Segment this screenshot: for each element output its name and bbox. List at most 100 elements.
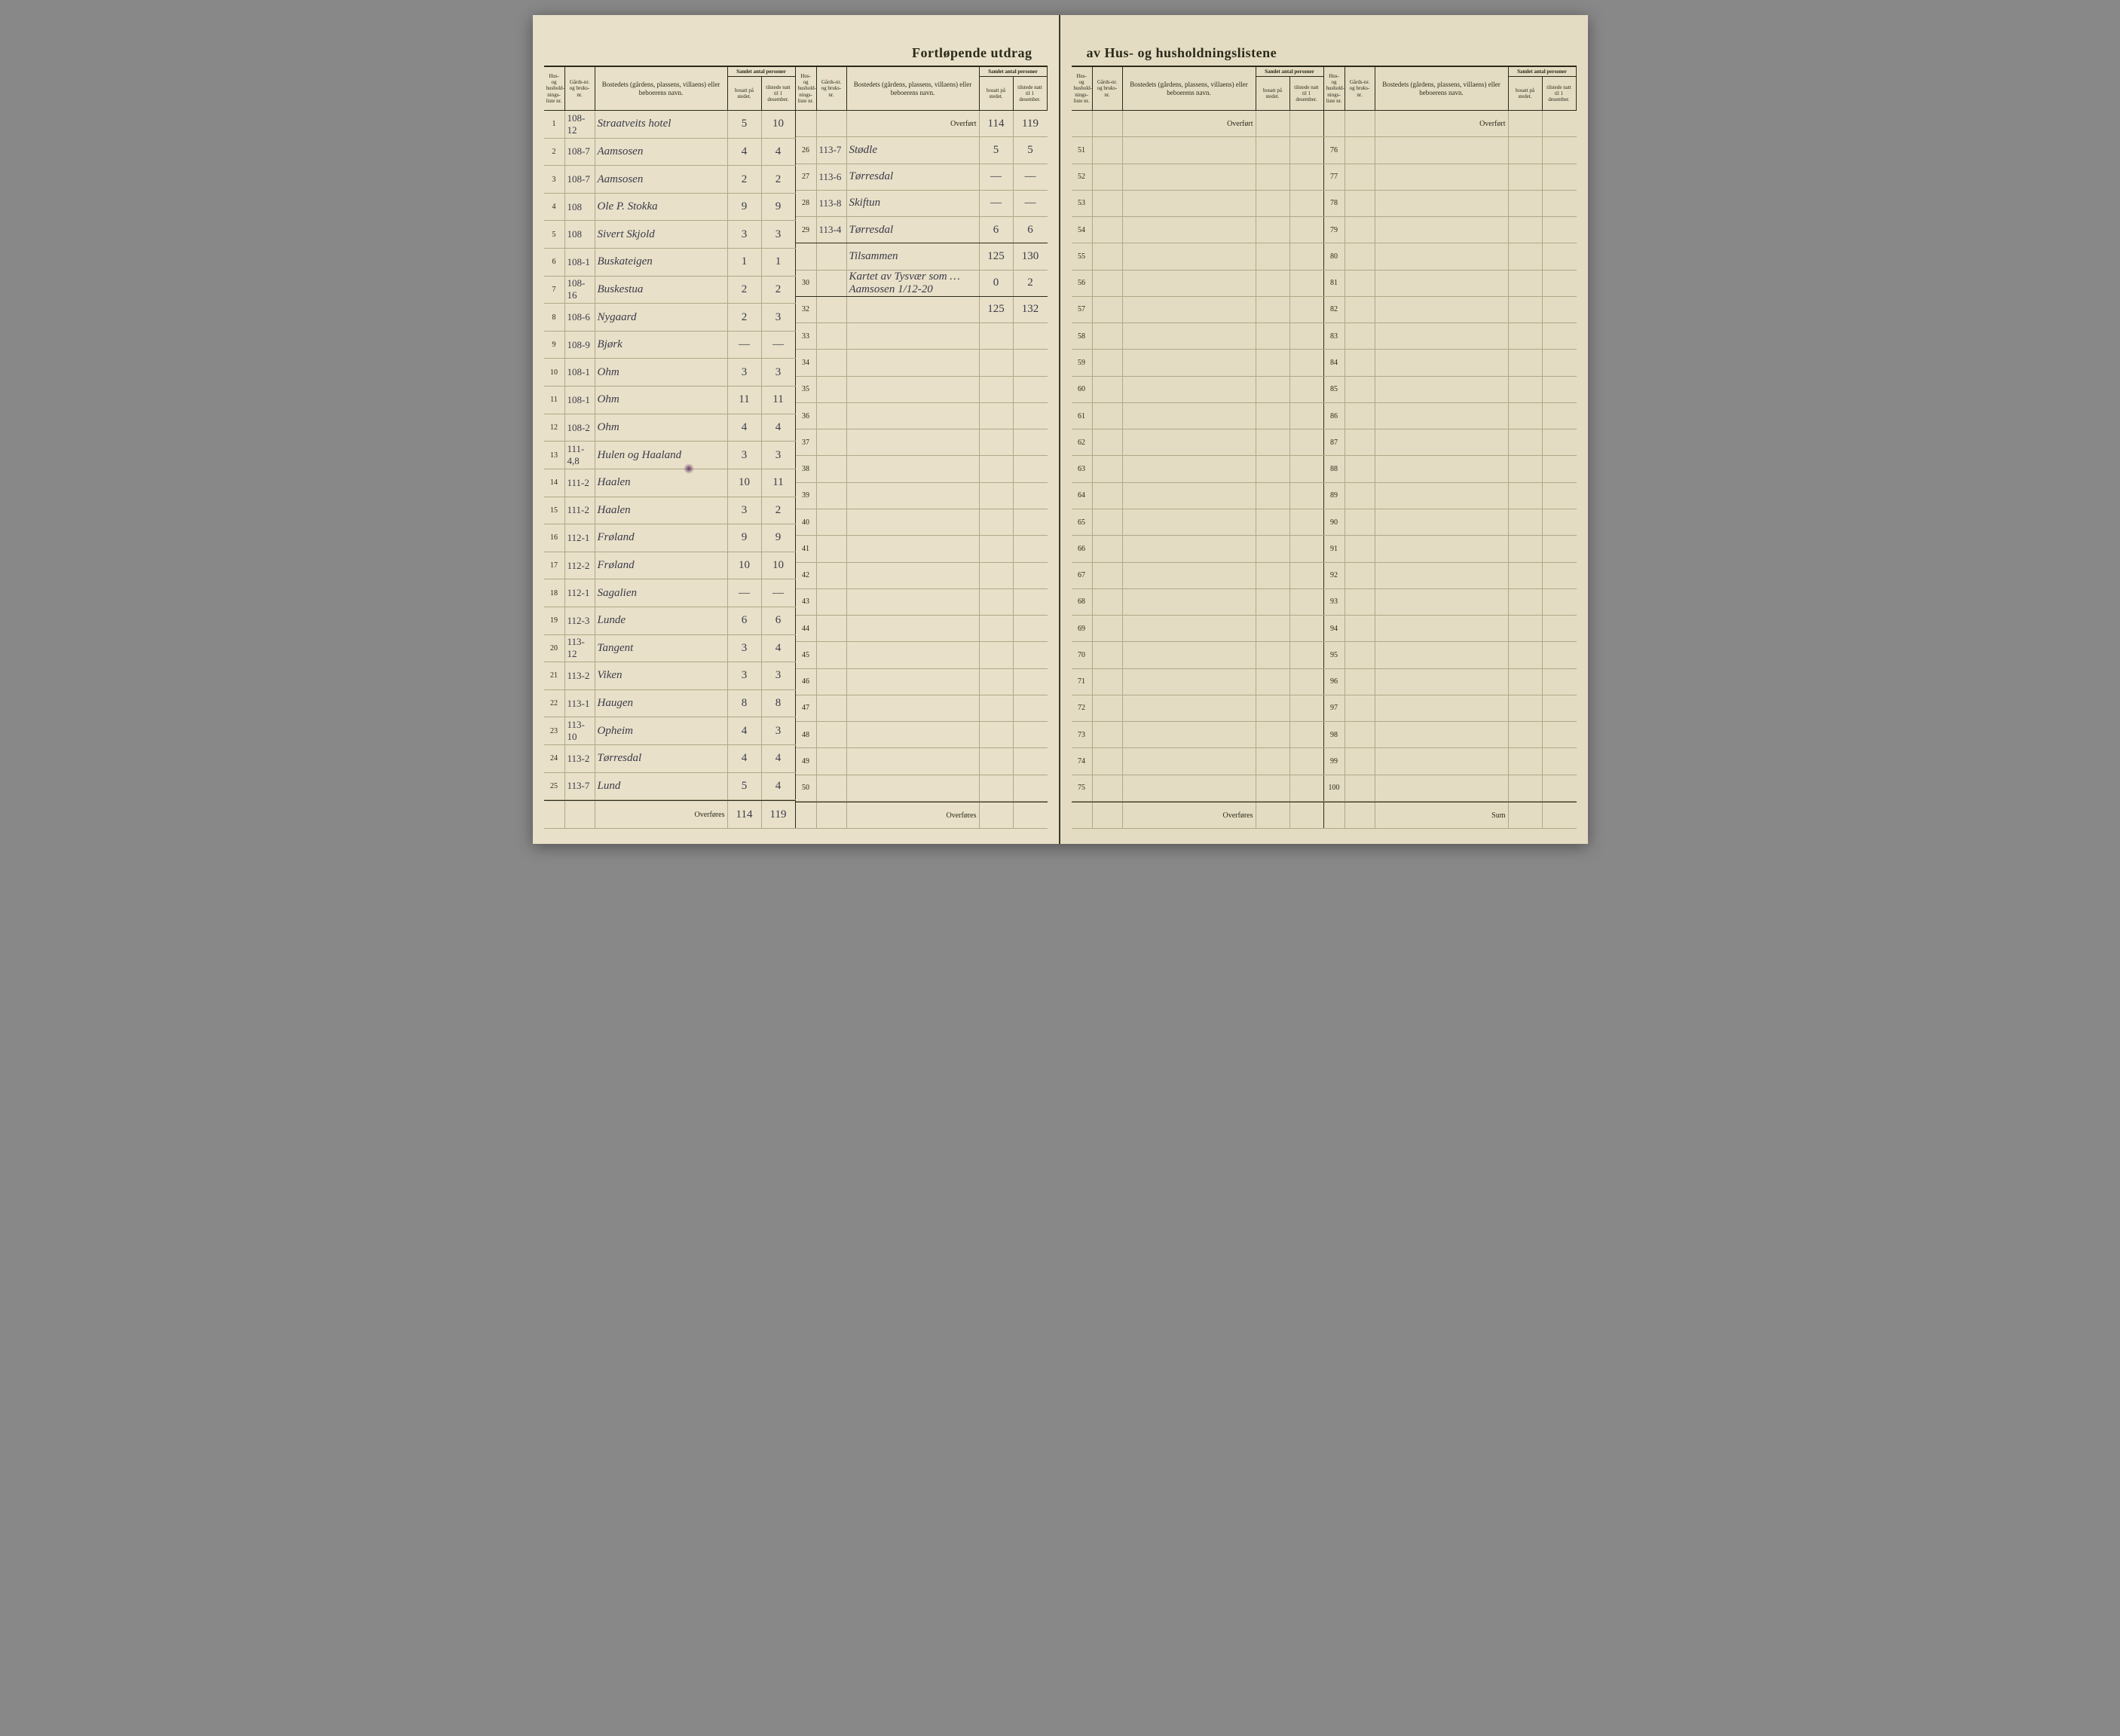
row-bosatt bbox=[1256, 191, 1290, 216]
row-gard: 111-4,8 bbox=[565, 442, 595, 469]
row-gard bbox=[1345, 350, 1375, 375]
row-bosted bbox=[1375, 137, 1509, 163]
row-nr: 94 bbox=[1324, 616, 1345, 641]
row-nr: 14 bbox=[544, 469, 565, 497]
table-row: 98 bbox=[1324, 722, 1577, 748]
row-tilstede: — bbox=[1014, 191, 1048, 216]
row-gard: 108-12 bbox=[565, 111, 595, 138]
row-bosted bbox=[1123, 722, 1256, 747]
table-row: Overført114119 bbox=[796, 111, 1048, 137]
row-tilstede: 8 bbox=[762, 690, 796, 717]
table-row: 11108-1Ohm1111 bbox=[544, 387, 796, 414]
row-nr: 30 bbox=[796, 270, 817, 296]
row-nr: 51 bbox=[1072, 137, 1093, 163]
row-bosatt bbox=[980, 563, 1014, 588]
row-bosted bbox=[1375, 270, 1509, 296]
row-tilstede bbox=[1290, 350, 1324, 375]
row-gard bbox=[1093, 536, 1123, 561]
table-row: 26113-7Stødle55 bbox=[796, 137, 1048, 164]
row-gard bbox=[1345, 563, 1375, 588]
row-bosatt: 114 bbox=[728, 801, 762, 828]
row-bosatt bbox=[1256, 748, 1290, 774]
table-row: 22113-1Haugen88 bbox=[544, 690, 796, 718]
row-nr: 86 bbox=[1324, 403, 1345, 429]
row-bosted bbox=[1375, 243, 1509, 269]
row-nr bbox=[1324, 802, 1345, 828]
row-tilstede bbox=[1014, 695, 1048, 721]
table-row: 8108-6Nygaard23 bbox=[544, 304, 796, 332]
row-bosted: Tilsammen bbox=[847, 243, 980, 269]
row-bosted bbox=[847, 563, 980, 588]
row-bosted: Buskateigen bbox=[595, 249, 728, 276]
row-bosted bbox=[1123, 563, 1256, 588]
row-bosted: Tørresdal bbox=[847, 217, 980, 243]
row-bosatt bbox=[1509, 350, 1543, 375]
table-row: 57 bbox=[1072, 297, 1324, 323]
hdr-samlet: Samlet antal personer bosatt på stedet. … bbox=[980, 67, 1048, 110]
row-bosatt bbox=[1509, 616, 1543, 641]
row-nr: 93 bbox=[1324, 589, 1345, 615]
table-row: 51 bbox=[1072, 137, 1324, 164]
row-nr: 32 bbox=[796, 297, 817, 322]
table-row: 1108-12Straatveits hotel510 bbox=[544, 111, 796, 139]
row-bosted: Stødle bbox=[847, 137, 980, 163]
row-bosatt bbox=[1256, 243, 1290, 269]
row-bosatt bbox=[1509, 403, 1543, 429]
row-bosted bbox=[1123, 775, 1256, 801]
hdr-bosatt: bosatt på stedet. bbox=[728, 77, 762, 110]
row-gard bbox=[817, 536, 847, 561]
table-row: 92 bbox=[1324, 563, 1577, 589]
row-tilstede: 132 bbox=[1014, 297, 1048, 322]
row-bosatt bbox=[1509, 589, 1543, 615]
row-tilstede: 130 bbox=[1014, 243, 1048, 269]
table-row: 50 bbox=[796, 775, 1048, 802]
table-row: 10108-1Ohm33 bbox=[544, 359, 796, 387]
row-tilstede: 3 bbox=[762, 442, 796, 469]
row-gard: 112-1 bbox=[565, 524, 595, 552]
row-bosatt: 2 bbox=[728, 277, 762, 304]
row-bosatt: 4 bbox=[728, 717, 762, 744]
row-nr: 10 bbox=[544, 359, 565, 386]
row-bosatt bbox=[1509, 217, 1543, 243]
row-tilstede bbox=[1290, 377, 1324, 402]
row-gard bbox=[817, 403, 847, 429]
table-row: 91 bbox=[1324, 536, 1577, 562]
row-bosatt bbox=[980, 403, 1014, 429]
row-gard bbox=[1093, 429, 1123, 455]
table-row: 18112-1Sagalien—— bbox=[544, 579, 796, 607]
row-gard bbox=[1093, 137, 1123, 163]
table-row: 15111-2Haalen32 bbox=[544, 497, 796, 525]
table-row: 36 bbox=[796, 403, 1048, 429]
row-bosatt: 3 bbox=[728, 442, 762, 469]
row-bosted: Tørresdal bbox=[847, 164, 980, 190]
row-bosatt bbox=[1509, 695, 1543, 721]
row-gard: 108-1 bbox=[565, 387, 595, 414]
hdr-gard: Gårds-nr. og bruks-nr. bbox=[565, 67, 595, 110]
row-bosatt: 3 bbox=[728, 497, 762, 524]
row-bosatt: 3 bbox=[728, 662, 762, 689]
row-nr: 38 bbox=[796, 456, 817, 481]
row-tilstede bbox=[1543, 775, 1577, 801]
row-bosatt bbox=[1256, 722, 1290, 747]
row-nr: 49 bbox=[796, 748, 817, 774]
row-bosatt bbox=[1256, 802, 1290, 828]
row-nr: 96 bbox=[1324, 669, 1345, 695]
row-bosted bbox=[1123, 669, 1256, 695]
ink-stain bbox=[684, 463, 694, 474]
row-nr: 91 bbox=[1324, 536, 1345, 561]
row-bosted bbox=[1375, 429, 1509, 455]
row-tilstede bbox=[1543, 217, 1577, 243]
row-gard bbox=[1345, 748, 1375, 774]
table-row: 79 bbox=[1324, 217, 1577, 243]
row-bosatt: 3 bbox=[728, 359, 762, 386]
row-bosted: Haalen bbox=[595, 469, 728, 497]
row-bosatt bbox=[1256, 297, 1290, 322]
row-gard: 108 bbox=[565, 221, 595, 248]
table-row: 84 bbox=[1324, 350, 1577, 376]
row-bosatt bbox=[1509, 429, 1543, 455]
row-tilstede bbox=[1543, 616, 1577, 641]
row-bosted bbox=[1375, 217, 1509, 243]
row-nr: 28 bbox=[796, 191, 817, 216]
table-row: 23113-10Opheim43 bbox=[544, 717, 796, 745]
row-tilstede bbox=[1290, 403, 1324, 429]
